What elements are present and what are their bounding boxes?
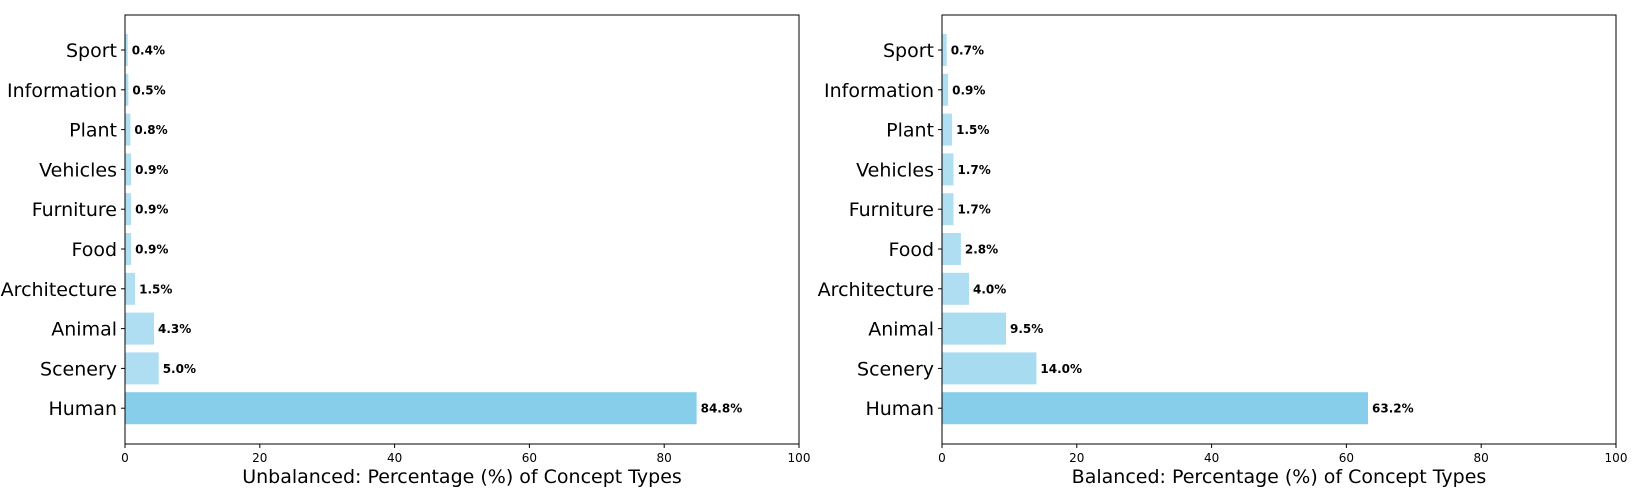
x-tick-label: 40: [1204, 451, 1219, 465]
bar: [125, 34, 128, 66]
plot-frame: [124, 14, 800, 445]
bar: [942, 352, 1037, 385]
category-label: Scenery: [40, 358, 117, 380]
category-label: Architecture: [1, 279, 117, 301]
bar: [125, 193, 132, 226]
data-label: 9.5%: [1010, 322, 1043, 336]
data-label: 1.7%: [958, 203, 991, 217]
category-label: Scenery: [857, 358, 934, 380]
category-label: Plant: [886, 120, 934, 142]
category-label: Vehicles: [39, 159, 117, 181]
bar: [942, 73, 949, 106]
x-tick-label: 20: [1069, 451, 1084, 465]
category-label: Sport: [883, 40, 934, 62]
data-label: 84.8%: [701, 402, 743, 416]
plot-frame: [941, 14, 1617, 445]
bar: [125, 392, 697, 425]
data-label: 0.5%: [132, 83, 165, 97]
bar: [125, 153, 132, 186]
chart-panel-1: Sport 0.4% Information 0.5% Plant 0.8% Vehicle…: [1, 14, 811, 488]
data-label: 1.5%: [956, 123, 989, 137]
x-tick-label: 0: [938, 451, 946, 465]
bar: [942, 34, 947, 66]
x-tick-label: 60: [522, 451, 537, 465]
bar: [125, 113, 131, 146]
category-label: Food: [71, 239, 117, 261]
bar: [125, 312, 154, 345]
bar: [942, 153, 954, 186]
category-label: Furniture: [849, 199, 934, 221]
category-label: Vehicles: [856, 159, 934, 181]
data-label: 1.5%: [139, 282, 172, 296]
x-tick-label: 0: [121, 451, 129, 465]
bar: [942, 193, 954, 226]
category-label: Human: [865, 398, 934, 420]
x-tick-label: 40: [387, 451, 402, 465]
bar: [125, 352, 159, 385]
category-label: Architecture: [818, 279, 934, 301]
bar: [942, 272, 969, 305]
x-axis-title: Unbalanced: Percentage (%) of Concept Ty…: [242, 466, 682, 488]
bar: [942, 312, 1006, 345]
category-label: Animal: [868, 319, 934, 341]
data-label: 63.2%: [1372, 402, 1414, 416]
bar: [942, 392, 1368, 425]
x-tick-label: 80: [1474, 451, 1489, 465]
category-label: Animal: [51, 319, 117, 341]
data-label: 0.9%: [135, 163, 168, 177]
category-label: Furniture: [32, 199, 117, 221]
x-axis-title: Balanced: Percentage (%) of Concept Type…: [1072, 466, 1487, 488]
bar: [125, 73, 129, 106]
x-tick-label: 20: [252, 451, 267, 465]
category-label: Sport: [66, 40, 117, 62]
x-tick-label: 80: [657, 451, 672, 465]
data-label: 4.0%: [973, 282, 1006, 296]
category-label: Plant: [69, 120, 117, 142]
x-tick-label: 60: [1339, 451, 1354, 465]
category-label: Food: [888, 239, 934, 261]
data-label: 1.7%: [958, 163, 991, 177]
bar: [125, 272, 136, 305]
data-label: 0.4%: [132, 44, 165, 58]
x-tick-label: 100: [1605, 451, 1628, 465]
x-tick-label: 100: [788, 451, 811, 465]
bar: [942, 233, 961, 265]
data-label: 0.9%: [952, 83, 985, 97]
data-label: 0.9%: [135, 203, 168, 217]
bar: [942, 113, 953, 146]
category-label: Information: [7, 80, 117, 102]
category-label: Human: [48, 398, 117, 420]
data-label: 5.0%: [163, 362, 196, 376]
data-label: 0.7%: [951, 44, 984, 58]
bar: [125, 233, 132, 265]
data-label: 0.8%: [134, 123, 167, 137]
data-label: 4.3%: [158, 322, 191, 336]
category-label: Information: [824, 80, 934, 102]
data-label: 2.8%: [965, 243, 998, 257]
data-label: 14.0%: [1040, 362, 1082, 376]
data-label: 0.9%: [135, 243, 168, 257]
chart-panel-2: Sport 0.7% Information 0.9% Plant 1.5% Vehicle…: [818, 14, 1628, 488]
